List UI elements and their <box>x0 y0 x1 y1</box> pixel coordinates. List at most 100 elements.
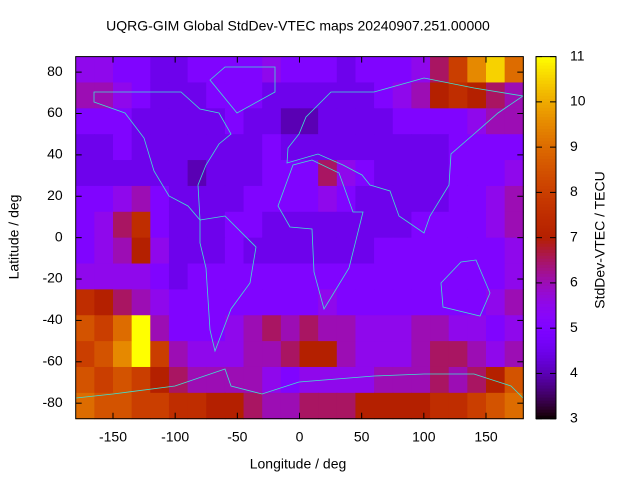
colorbar-swatch <box>536 261 556 266</box>
colorbar-swatch <box>536 207 556 212</box>
colorbar-swatch <box>536 183 556 187</box>
colorbar-swatch <box>536 270 556 275</box>
heatmap-cell <box>411 315 431 342</box>
colorbar-tick-label: 4 <box>570 364 578 380</box>
heatmap-cell <box>75 263 95 290</box>
heatmap-cell <box>336 160 356 187</box>
heatmap-cell <box>318 56 338 83</box>
heatmap-cell <box>486 289 506 316</box>
heatmap-cell <box>374 263 394 290</box>
heatmap-cell <box>448 82 468 109</box>
colorbar-swatch <box>536 255 556 260</box>
colorbar-swatch <box>536 219 556 224</box>
heatmap-cell <box>168 108 189 135</box>
heatmap-cell <box>113 341 133 368</box>
heatmap-cell <box>94 237 114 265</box>
colorbar-swatch <box>536 415 556 420</box>
colorbar-swatch <box>536 138 556 142</box>
heatmap-cell <box>168 392 189 420</box>
heatmap-cell <box>430 134 450 161</box>
colorbar-swatch <box>536 141 556 145</box>
heatmap-cell <box>411 82 431 109</box>
heatmap-cell <box>318 211 338 239</box>
heatmap-cell <box>168 315 189 342</box>
colorbar-swatch <box>536 168 556 172</box>
colorbar <box>536 56 556 420</box>
colorbar-swatch <box>536 403 556 408</box>
heatmap-cell <box>243 392 263 420</box>
coastline <box>277 159 364 311</box>
heatmap-cell <box>280 263 300 290</box>
heatmap-cell <box>318 392 338 420</box>
heatmap-cell <box>94 263 114 290</box>
heatmap-cell <box>430 289 450 316</box>
heatmap-cell <box>75 134 95 161</box>
heatmap-cell <box>299 82 319 109</box>
heatmap-cell <box>336 366 356 394</box>
heatmap-cell <box>355 289 375 316</box>
colorbar-swatch <box>536 150 556 154</box>
heatmap-cell <box>392 289 412 316</box>
heatmap-cell <box>467 160 487 187</box>
heatmap-cell <box>467 366 487 394</box>
heatmap-cell <box>168 134 189 161</box>
heatmap-cell <box>75 211 95 239</box>
colorbar-tick-label: 6 <box>570 274 578 290</box>
heatmap-cell <box>411 185 431 213</box>
heatmap-cell <box>467 108 487 135</box>
heatmap-cell <box>75 237 95 265</box>
heatmap-cell <box>504 263 524 290</box>
heatmap-cell <box>411 392 431 420</box>
colorbar-swatch <box>536 319 556 323</box>
heatmap-cell <box>318 134 338 161</box>
heatmap-cell <box>150 134 170 161</box>
heatmap-cell <box>206 82 226 109</box>
heatmap-cell <box>243 263 263 290</box>
colorbar-swatch <box>536 192 556 197</box>
heatmap-cell <box>374 108 394 135</box>
heatmap-cell <box>224 392 245 420</box>
heatmap-cell <box>486 108 506 135</box>
heatmap-cell <box>113 263 133 290</box>
colorbar-swatch <box>536 412 556 417</box>
heatmap-cell <box>224 341 245 368</box>
heatmap-cell <box>486 134 506 161</box>
heatmap-cell <box>187 134 207 161</box>
x-tick-label: -150 <box>99 428 127 444</box>
heatmap-cell <box>467 263 487 290</box>
colorbar-swatch <box>536 367 556 372</box>
y-tick-label: 40 <box>47 146 63 162</box>
heatmap-cell <box>94 185 114 213</box>
colorbar-swatch <box>536 132 556 136</box>
colorbar-swatch <box>536 234 556 239</box>
colorbar-swatch <box>536 165 556 169</box>
heatmap-cell <box>504 108 524 135</box>
colorbar-swatch <box>536 276 556 281</box>
y-tick-label: -80 <box>42 394 62 410</box>
heatmap-cell <box>318 185 338 213</box>
colorbar-swatch <box>536 243 556 248</box>
heatmap-cell <box>448 263 468 290</box>
heatmap-cell <box>94 315 114 342</box>
colorbar-swatch <box>536 59 556 64</box>
heatmap-cell <box>299 392 319 420</box>
heatmap-cell <box>243 185 263 213</box>
heatmap-cell <box>75 185 95 213</box>
heatmap-cell <box>224 160 245 187</box>
colorbar-swatch <box>536 89 556 94</box>
heatmap-cell <box>355 56 375 83</box>
colorbar-swatch <box>536 71 556 76</box>
heatmap-cell <box>206 392 226 420</box>
heatmap-cell <box>243 82 263 109</box>
heatmap-cell <box>430 392 450 420</box>
heatmap-cell <box>224 134 245 161</box>
heatmap-cell <box>392 341 412 368</box>
colorbar-swatch <box>536 162 556 166</box>
heatmap-cell <box>430 108 450 135</box>
heatmap-cell <box>150 392 170 420</box>
heatmap-cell <box>504 366 524 394</box>
heatmap-cell <box>243 366 263 394</box>
colorbar-swatch <box>536 307 556 311</box>
y-tick-label: 20 <box>47 187 63 203</box>
